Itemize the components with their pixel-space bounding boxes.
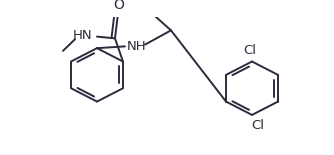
Text: HN: HN: [73, 29, 93, 42]
Text: NH: NH: [127, 40, 147, 53]
Text: O: O: [114, 0, 125, 12]
Text: Cl: Cl: [243, 44, 257, 57]
Text: Cl: Cl: [252, 119, 265, 132]
